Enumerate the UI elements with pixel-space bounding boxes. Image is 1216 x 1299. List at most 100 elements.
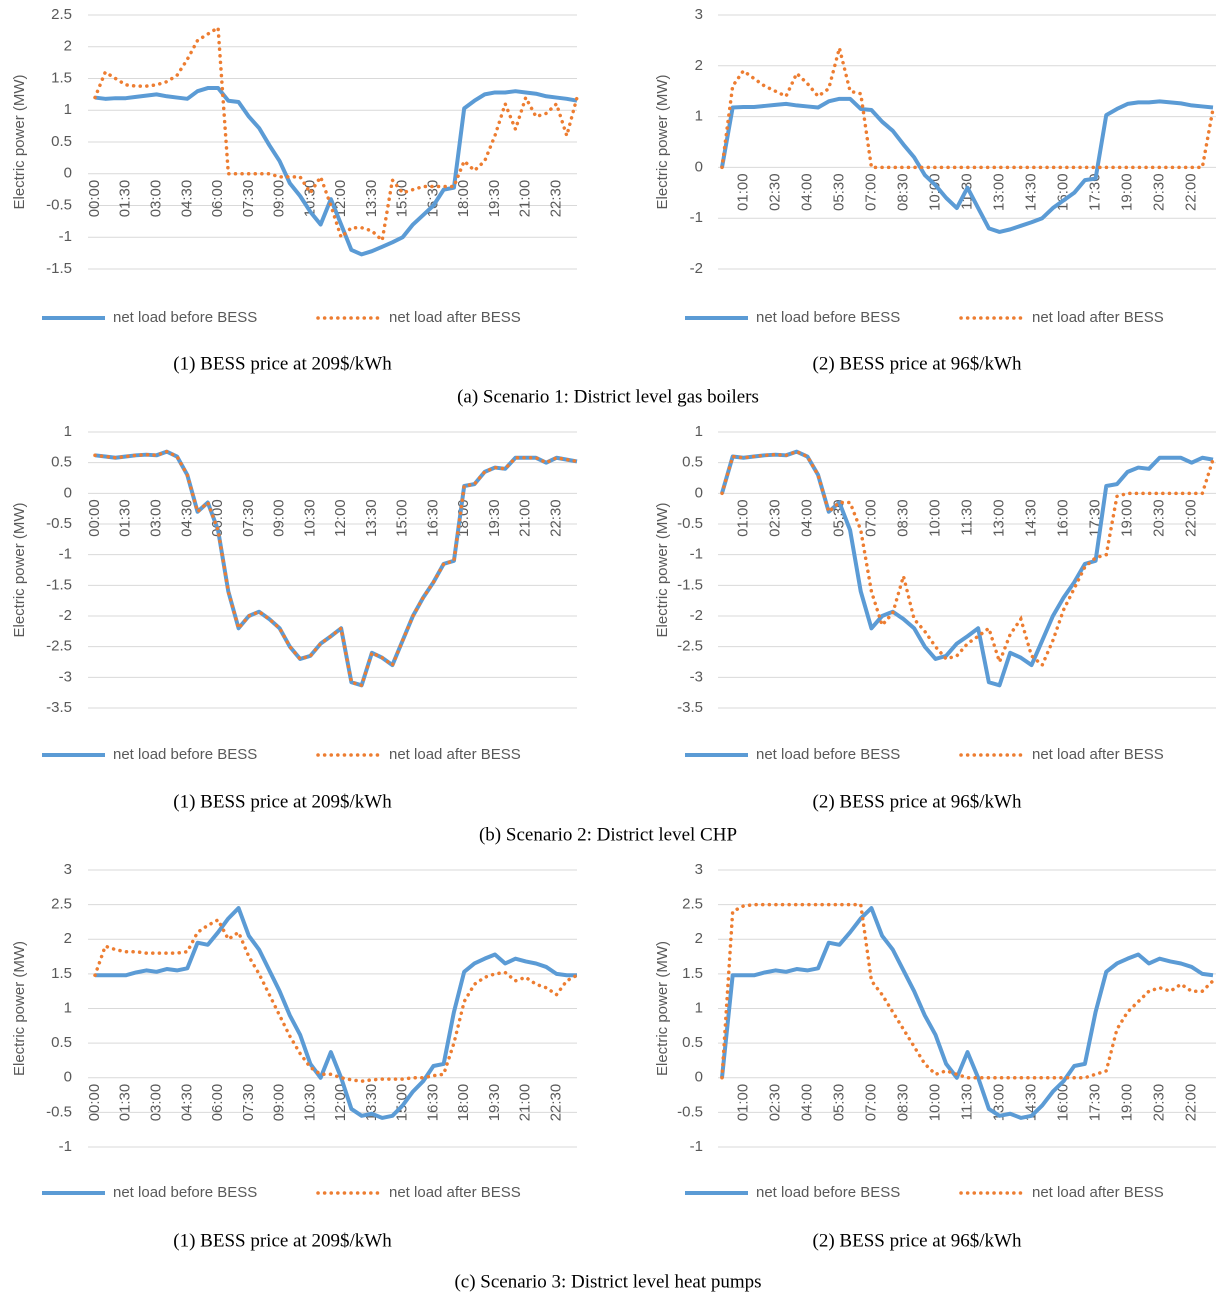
x-tick-label: 07:30 [240,180,257,218]
x-tick-label: 04:00 [798,1084,815,1122]
y-tick-label: -0.5 [677,515,703,532]
x-tick-label: 22:00 [1183,173,1200,211]
x-tick-label: 22:30 [547,499,564,537]
y-tick-label: -2 [59,607,72,624]
y-tick-label: 1 [64,101,72,118]
x-tick-label: 20:30 [1151,1084,1168,1122]
y-tick-label: 3 [695,6,703,23]
x-tick-label: 14:30 [1023,173,1040,211]
figure-caption: (c) Scenario 3: District level heat pump… [454,1271,761,1292]
x-tick-label: 04:00 [798,173,815,211]
series-line [93,917,579,1083]
x-tick-label: 04:30 [178,499,195,537]
y-tick-label: 0.5 [51,133,72,150]
y-tick-label: 0 [64,165,72,182]
x-tick-label: 22:30 [547,1084,564,1122]
figure-caption: (b) Scenario 2: District level CHP [479,824,737,845]
x-tick-label: 09:00 [271,1084,288,1122]
y-tick-label: -0.5 [46,196,72,213]
series-line [720,96,1214,234]
x-tick-label: 18:00 [455,180,472,218]
series-line [95,906,577,1120]
y-tick-label: 1.5 [51,965,72,982]
x-tick-label: 08:30 [894,1084,911,1122]
x-tick-label: 03:00 [148,1084,165,1122]
y-tick-label: -0.5 [677,1103,703,1120]
y-tick-label: 1.5 [682,965,703,982]
x-tick-label: 06:00 [209,499,226,537]
y-tick-label: -0.5 [46,515,72,532]
y-tick-label: 0 [695,1069,703,1086]
chart-caption: (2) BESS price at 96$/kWh [813,791,1022,812]
y-tick-label: -1.5 [46,260,72,277]
series-line [720,902,1215,1080]
x-tick-label: 21:00 [517,180,534,218]
y-tick-label: 1 [64,423,72,440]
x-tick-label: 22:00 [1183,499,1200,537]
legend-label: net load after BESS [1032,746,1164,763]
y-tick-label: -0.5 [46,1103,72,1120]
legend-label: net load before BESS [756,746,900,763]
x-tick-label: 05:30 [830,1084,847,1122]
y-tick-label: -1 [690,1138,703,1155]
chart-caption: (2) BESS price at 96$/kWh [813,353,1022,374]
x-tick-label: 02:30 [766,1084,783,1122]
x-tick-label: 15:00 [394,499,411,537]
y-tick-label: 3 [695,861,703,878]
x-tick-label: 01:30 [117,499,134,537]
x-tick-label: 07:00 [862,499,879,537]
x-tick-label: 21:00 [517,1084,534,1122]
y-tick-label: -1 [690,209,703,226]
x-tick-label: 00:00 [86,180,103,218]
y-tick-label: 0 [695,158,703,175]
chart-caption: (1) BESS price at 209$/kWh [173,353,392,374]
x-tick-label: 11:30 [958,1084,975,1120]
y-tick-label: 1.5 [51,69,72,86]
x-tick-label: 18:00 [455,1084,472,1122]
y-tick-label: 2 [64,930,72,947]
legend-label: net load before BESS [113,1184,257,1201]
y-tick-label: -2.5 [677,638,703,655]
x-tick-label: 00:00 [86,499,103,537]
x-tick-label: 09:00 [271,180,288,218]
x-tick-label: 10:30 [301,499,318,537]
x-tick-label: 07:00 [862,173,879,211]
y-tick-label: -2 [690,260,703,277]
x-tick-label: 01:00 [734,499,751,537]
x-tick-label: 01:30 [117,1084,134,1122]
y-tick-label: 2 [695,930,703,947]
x-tick-label: 03:00 [148,180,165,218]
y-tick-label: 2.5 [682,896,703,913]
x-tick-label: 20:30 [1151,499,1168,537]
x-tick-label: 02:30 [766,173,783,211]
x-tick-label: 19:00 [1119,499,1136,537]
x-tick-label: 15:00 [394,1084,411,1122]
x-tick-label: 06:00 [209,180,226,218]
figure-caption: (a) Scenario 1: District level gas boile… [457,386,759,407]
legend-label: net load after BESS [389,746,521,763]
x-tick-label: 20:30 [1151,173,1168,211]
x-tick-label: 19:30 [486,180,503,218]
y-tick-label: 1 [695,999,703,1016]
y-tick-label: -1 [59,546,72,563]
legend-label: net load before BESS [756,1184,900,1201]
legend-label: net load before BESS [113,746,257,763]
x-tick-label: 04:00 [798,499,815,537]
series-line [94,449,578,688]
x-tick-label: 01:00 [734,173,751,211]
y-tick-label: 0.5 [682,1034,703,1051]
x-tick-label: 07:30 [240,1084,257,1122]
y-tick-label: -1.5 [677,576,703,593]
x-tick-label: 10:00 [926,499,943,537]
y-tick-label: 0 [64,1069,72,1086]
x-tick-label: 19:00 [1119,173,1136,211]
y-tick-label: -1 [59,228,72,245]
y-tick-label: 0.5 [51,1034,72,1051]
legend-label: net load before BESS [756,309,900,326]
series-line [93,449,579,688]
x-tick-label: 19:30 [486,499,503,537]
x-tick-label: 13:30 [363,499,380,537]
x-tick-label: 09:00 [271,499,288,537]
